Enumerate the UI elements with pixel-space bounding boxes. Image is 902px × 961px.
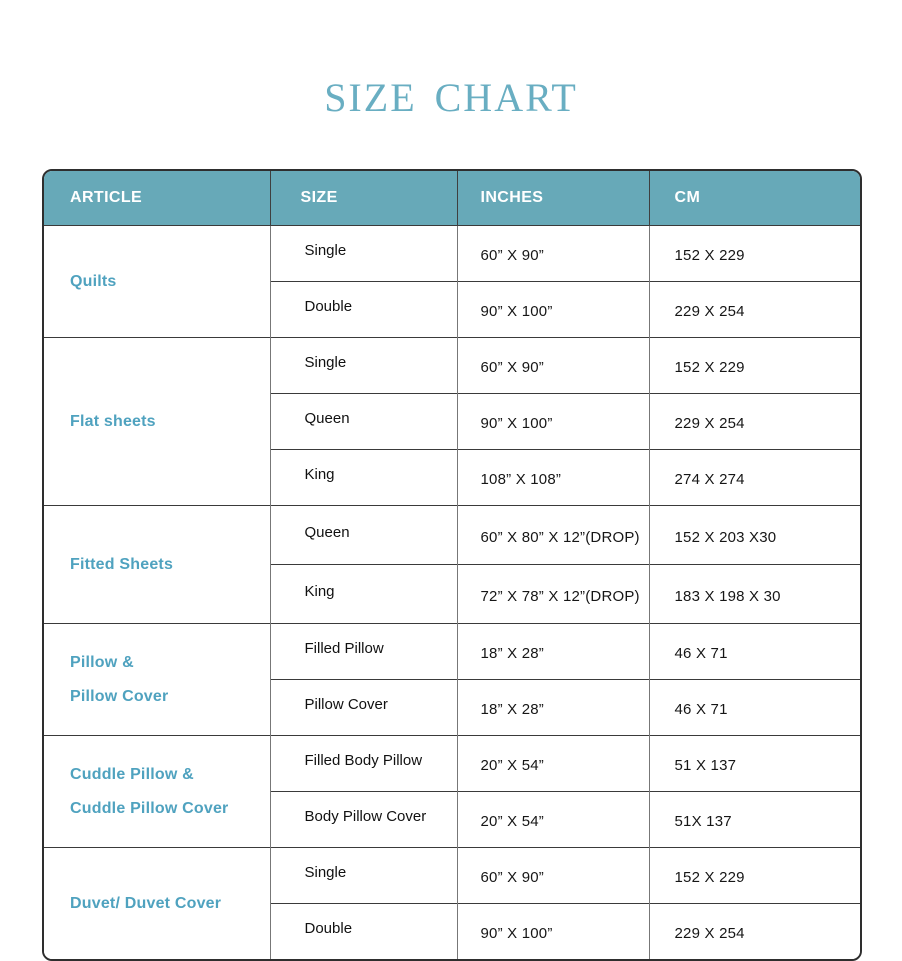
table-row: Cuddle Pillow & Cuddle Pillow Cover Fill… — [44, 735, 860, 848]
cm-cell: 152 X 229 — [648, 337, 860, 394]
cm-cell: 46 X 71 — [648, 679, 860, 736]
inches-cell: 20” X 54” — [456, 735, 649, 792]
article-cell-flat-sheets: Flat sheets — [44, 337, 270, 506]
cm-cell: 274 X 274 — [648, 449, 860, 506]
article-cell-fitted-sheets: Fitted Sheets — [44, 505, 270, 624]
inches-cell: 18” X 28” — [456, 623, 649, 680]
size-cell: Filled Body Pillow — [269, 735, 457, 792]
cm-cell: 229 X 254 — [648, 281, 860, 338]
cm-cell: 51X 137 — [648, 791, 860, 848]
size-cell: Queen — [269, 393, 457, 450]
size-cell: Single — [269, 847, 457, 904]
article-cell-duvet: Duvet/ Duvet Cover — [44, 847, 270, 959]
inches-cell: 60” X 90” — [456, 847, 649, 904]
size-cell: Pillow Cover — [269, 679, 457, 736]
size-cell: Queen — [269, 505, 457, 565]
size-cell: Single — [269, 337, 457, 394]
table-row: Duvet/ Duvet Cover Single 60” X 90” 152 … — [44, 847, 860, 959]
size-cell: King — [269, 564, 457, 624]
table-row: Double 90” X 100” 229 X 254 — [44, 281, 860, 338]
inches-cell: 108” X 108” — [456, 449, 649, 506]
column-header-cm: CM — [648, 171, 860, 226]
table-row: Body Pillow Cover 20” X 54” 51X 137 — [44, 791, 860, 848]
page-title: SIZE CHART — [324, 75, 578, 120]
table-row: Flat sheets Single 60” X 90” 152 X 229 — [44, 337, 860, 506]
column-header-size: SIZE — [269, 171, 457, 226]
article-cell-cuddle-pillow: Cuddle Pillow & Cuddle Pillow Cover — [44, 735, 270, 848]
table-row: Pillow & Pillow Cover Filled Pillow 18” … — [44, 623, 860, 736]
cm-cell: 46 X 71 — [648, 623, 860, 680]
size-cell: Double — [269, 281, 457, 338]
cm-cell: 229 X 254 — [648, 393, 860, 450]
size-cell: Filled Pillow — [269, 623, 457, 680]
table-row: Quilts Single 60” X 90” 152 X 229 — [44, 225, 860, 338]
cm-cell: 152 X 229 — [648, 225, 860, 282]
column-header-article: ARTICLE — [44, 171, 270, 226]
table-header-row: ARTICLE SIZE INCHES CM — [44, 171, 860, 226]
table-row: King 72” X 78” X 12”(DROP) 183 X 198 X 3… — [44, 564, 860, 624]
inches-cell: 90” X 100” — [456, 393, 649, 450]
cm-cell: 229 X 254 — [648, 903, 860, 959]
table-row: King 108” X 108” 274 X 274 — [44, 449, 860, 506]
cm-cell: 183 X 198 X 30 — [648, 564, 860, 624]
size-chart: ARTICLE SIZE INCHES CM Quilts Single 60”… — [44, 171, 860, 959]
inches-cell: 90” X 100” — [456, 903, 649, 959]
size-cell: Body Pillow Cover — [269, 791, 457, 848]
size-chart-table: ARTICLE SIZE INCHES CM Quilts Single 60”… — [42, 169, 862, 961]
cm-cell: 152 X 203 X30 — [648, 505, 860, 565]
inches-cell: 90” X 100” — [456, 281, 649, 338]
size-cell: King — [269, 449, 457, 506]
inches-cell: 60” X 80” X 12”(DROP) — [456, 505, 649, 565]
inches-cell: 60” X 90” — [456, 225, 649, 282]
inches-cell: 20” X 54” — [456, 791, 649, 848]
size-cell: Double — [269, 903, 457, 959]
size-cell: Single — [269, 225, 457, 282]
cm-cell: 152 X 229 — [648, 847, 860, 904]
table-row: Queen 90” X 100” 229 X 254 — [44, 393, 860, 450]
article-cell-pillow: Pillow & Pillow Cover — [44, 623, 270, 736]
article-cell-quilts: Quilts — [44, 225, 270, 338]
inches-cell: 60” X 90” — [456, 337, 649, 394]
inches-cell: 72” X 78” X 12”(DROP) — [456, 564, 649, 624]
column-header-inches: INCHES — [456, 171, 649, 226]
table-row: Pillow Cover 18” X 28” 46 X 71 — [44, 679, 860, 736]
cm-cell: 51 X 137 — [648, 735, 860, 792]
inches-cell: 18” X 28” — [456, 679, 649, 736]
table-row: Fitted Sheets Queen 60” X 80” X 12”(DROP… — [44, 505, 860, 624]
